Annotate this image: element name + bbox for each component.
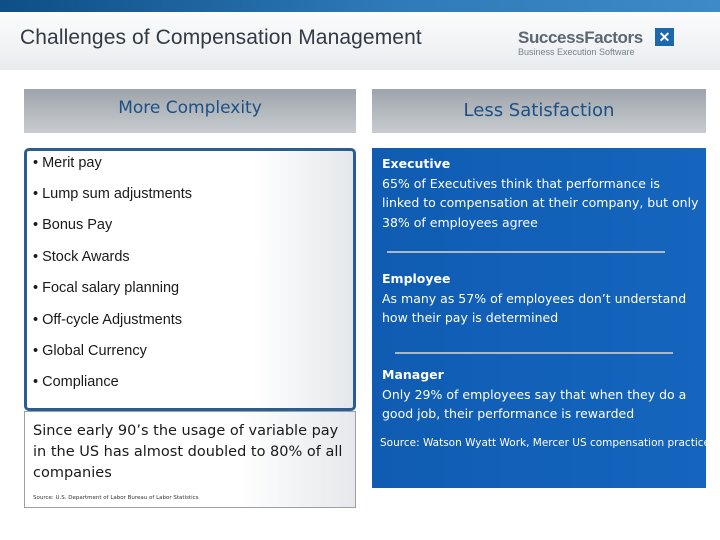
bullet-item: • Off-cycle Adjustments (33, 312, 183, 328)
note-source: Source: U.S. Department of Labor Bureau … (33, 495, 199, 501)
executive-text: 65% of Executives think that performance… (382, 175, 699, 230)
executive-block: Executive 65% of Executives think that p… (382, 154, 700, 232)
bullet-item: • Compliance (33, 374, 119, 390)
logo-x-icon: ✕ (655, 28, 674, 46)
bullet-item: • Lump sum adjustments (33, 186, 193, 202)
manager-block: Manager Only 29% of employees say that w… (382, 365, 700, 424)
employee-title: Employee (382, 271, 451, 286)
manager-title: Manager (382, 367, 444, 382)
logo-name: SuccessFactors (518, 28, 643, 47)
header-bar: Challenges of Compensation Management Su… (0, 0, 720, 70)
bullet-item: • Focal salary planning (33, 280, 180, 296)
variable-pay-text: Since early 90’s the usage of variable p… (33, 423, 343, 481)
header-accent-band (0, 0, 720, 12)
more-complexity-heading: More Complexity (24, 89, 356, 133)
bullet-item: • Stock Awards (33, 249, 130, 265)
bullet-item: • Global Currency (33, 343, 147, 359)
manager-text: Only 29% of employees say that when they… (382, 386, 687, 422)
bullet-item: • Merit pay (33, 155, 102, 171)
variable-pay-note: Since early 90’s the usage of variable p… (24, 411, 356, 508)
divider (387, 251, 665, 253)
slide-title: Challenges of Compensation Management (20, 26, 422, 49)
employee-block: Employee As many as 57% of employees don… (382, 269, 700, 328)
satisfaction-box: Executive 65% of Executives think that p… (372, 148, 710, 488)
executive-title: Executive (382, 156, 451, 171)
successfactors-logo: SuccessFactors ✕ Business Execution Soft… (518, 28, 688, 60)
complexity-list-box (24, 148, 356, 411)
bullet-item: • Bonus Pay (33, 217, 113, 233)
less-satisfaction-heading: Less Satisfaction (372, 89, 706, 133)
employee-text: As many as 57% of employees don’t unders… (382, 290, 687, 326)
satisfaction-source: Source: Watson Wyatt Work, Mercer US com… (380, 437, 710, 449)
logo-tagline: Business Execution Software (518, 47, 635, 57)
divider (395, 352, 673, 354)
